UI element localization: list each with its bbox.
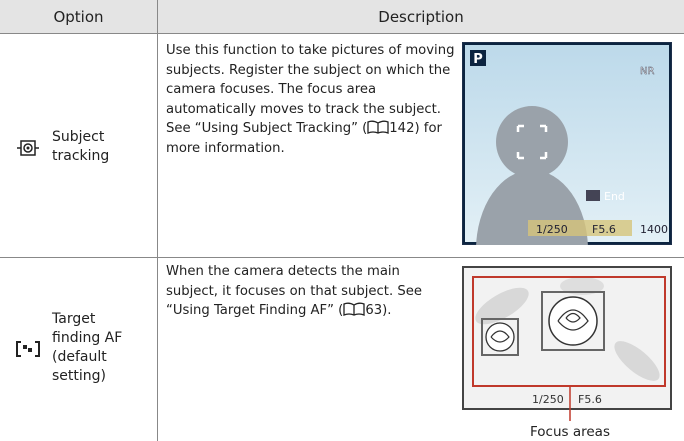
header-description: Description	[158, 0, 684, 34]
caption: Focus areas	[530, 424, 610, 440]
button-label: End	[604, 190, 625, 203]
description: When the camera detects the main subject…	[166, 262, 446, 321]
description-text: When the camera detects the main subject…	[166, 264, 422, 318]
remaining-label: 1400	[640, 223, 668, 236]
mode-label: P	[473, 52, 483, 67]
row-divider	[0, 257, 684, 258]
column-divider	[157, 0, 158, 441]
description: Use this function to take pictures of mo…	[166, 41, 458, 158]
option-label: Subject tracking	[52, 129, 110, 164]
aperture-label: F5.6	[578, 393, 602, 406]
screen-image: 1/250 F5.6 Focus areas	[462, 266, 672, 440]
description-text: Use this function to take pictures of mo…	[166, 43, 455, 136]
book-icon	[367, 120, 389, 134]
description-text: 142) for more information.	[166, 121, 442, 156]
target-finding-icon	[16, 341, 40, 357]
shutter-label: 1/250	[532, 393, 564, 406]
screen-image: P NR End 1/250 F5.6 1400	[462, 42, 672, 245]
header-option: Option	[0, 0, 157, 34]
shutter-label: 1/250	[536, 223, 568, 236]
description-text: 63).	[365, 303, 392, 318]
book-icon	[343, 302, 365, 316]
aperture-label: F5.6	[592, 223, 616, 236]
subject-tracking-icon	[17, 140, 39, 156]
indicator-label: NR	[640, 66, 654, 77]
option-label: Target finding AF (default setting)	[52, 311, 123, 384]
